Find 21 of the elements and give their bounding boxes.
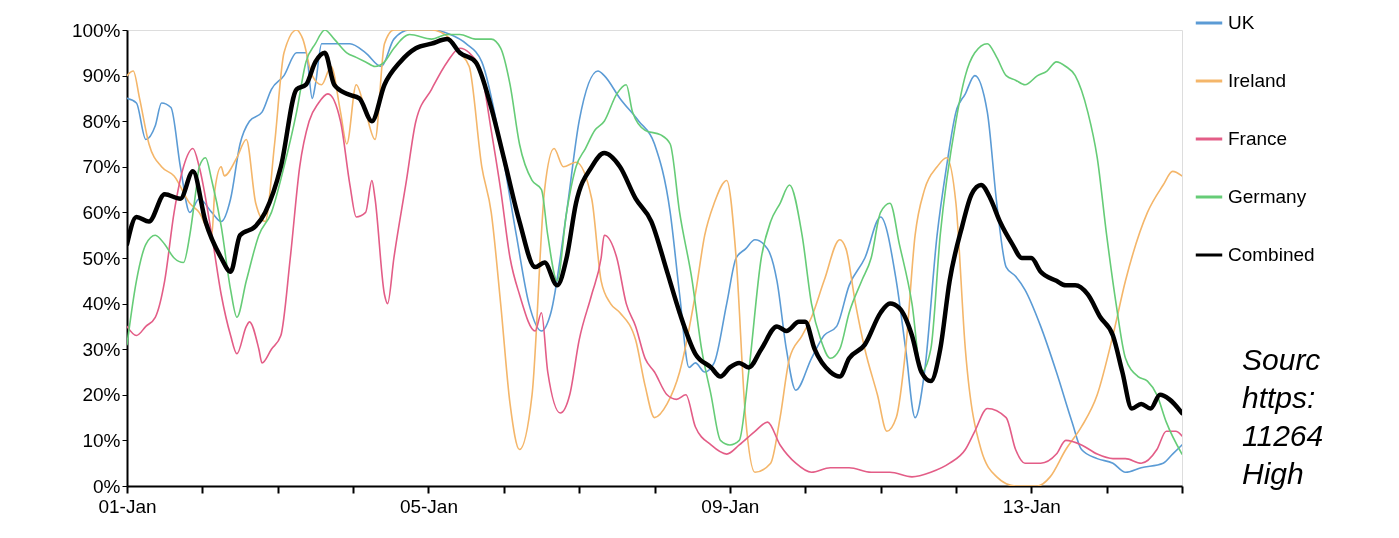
y-tick-label: 40% <box>82 293 121 315</box>
y-tick-label: 70% <box>82 156 121 178</box>
legend-label: France <box>1228 128 1288 149</box>
x-tick-label: 13-Jan <box>1002 495 1061 517</box>
y-tick-label: 90% <box>82 65 121 87</box>
text: Sourc https: 11264 High <box>1242 343 1324 490</box>
y-tick-label: 20% <box>82 384 121 406</box>
y-tick-label: 50% <box>82 247 121 269</box>
x-tick-label: 05-Jan <box>399 495 458 517</box>
y-tick-label: 30% <box>82 338 121 360</box>
y-tick-label: 60% <box>82 201 121 223</box>
y-tick-label: 80% <box>82 110 121 132</box>
x-tick-label: 01-Jan <box>98 495 157 517</box>
y-tick-label: 100% <box>71 19 121 41</box>
legend-label: Germany <box>1228 186 1307 207</box>
legend-label: UK <box>1228 12 1255 33</box>
legend-label: Combined <box>1228 244 1315 265</box>
legend-label: Ireland <box>1228 70 1287 91</box>
x-tick-label: 09-Jan <box>701 495 760 517</box>
y-tick-label: 10% <box>82 429 121 451</box>
y-tick-label: 0% <box>93 475 121 497</box>
